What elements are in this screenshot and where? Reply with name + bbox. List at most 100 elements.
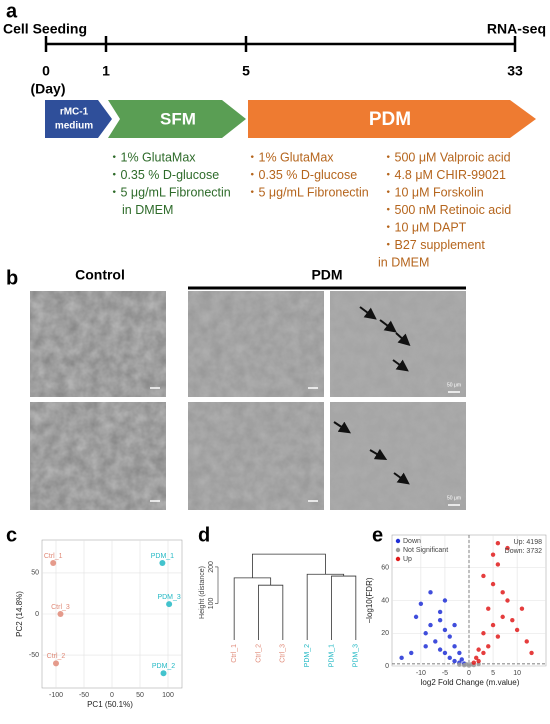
dendrogram-link xyxy=(258,584,284,640)
point xyxy=(57,611,64,617)
annotation: Up: 4198 xyxy=(514,539,543,546)
point xyxy=(500,590,505,595)
point xyxy=(457,662,462,667)
point xyxy=(447,634,452,639)
start-label: Cell Seeding xyxy=(3,21,87,37)
leaf-label: PDM_3 xyxy=(353,644,360,667)
legend-label: Not Significant xyxy=(403,547,448,554)
point xyxy=(490,622,496,628)
point xyxy=(409,650,414,656)
point xyxy=(418,601,424,606)
point-label: Ctrl_2 xyxy=(47,653,66,660)
point xyxy=(413,614,419,620)
point xyxy=(481,631,486,636)
y-tick-label: 50 xyxy=(31,570,39,577)
x-tick-label: 50 xyxy=(136,692,144,699)
point xyxy=(459,657,464,662)
timeline-ticks xyxy=(44,36,517,52)
condition-item: ・1% GlutaMax xyxy=(108,150,196,164)
x-tick-label: 100 xyxy=(162,692,174,699)
condition-item: in DMEM xyxy=(378,255,429,269)
condition-item: ・5 μg/mL Fibronectin xyxy=(108,185,231,199)
point xyxy=(442,650,448,656)
point xyxy=(442,598,448,603)
x-axis-title: PC1 (50.1%) xyxy=(87,700,133,709)
point xyxy=(505,598,510,603)
point xyxy=(53,660,59,667)
x-tick-label: -100 xyxy=(49,692,63,699)
day-unit: (Day) xyxy=(30,81,65,97)
point xyxy=(514,627,520,633)
stage-label: rMC-1 xyxy=(60,107,89,118)
point xyxy=(428,590,433,595)
scale-bar-label: 50 μm xyxy=(447,382,461,388)
panel-label: e xyxy=(372,524,383,546)
condition-item: ・0.35 % D-glucose xyxy=(246,168,357,182)
x-tick-label: -5 xyxy=(442,670,448,677)
leaf-label: Ctrl_3 xyxy=(280,644,287,663)
condition-item: ・B27 supplement xyxy=(382,238,485,252)
dendrogram-link xyxy=(331,575,357,640)
y-tick-label: 0 xyxy=(385,663,389,670)
point xyxy=(437,609,443,615)
panel-label: d xyxy=(198,524,210,546)
condition-item: ・5 μg/mL Fibronectin xyxy=(246,185,369,199)
day-label: 5 xyxy=(242,63,250,79)
panel-label: c xyxy=(6,524,17,546)
point xyxy=(471,660,477,665)
point xyxy=(433,639,438,644)
x-tick-label: 10 xyxy=(513,670,521,677)
stage-label: SFM xyxy=(160,109,196,128)
point xyxy=(524,639,529,644)
panel-label: b xyxy=(6,267,18,289)
point-label: PDM_2 xyxy=(152,663,175,670)
condition-item: ・500 nM Retinoic acid xyxy=(382,203,511,217)
point xyxy=(442,627,448,633)
day-label: 0 xyxy=(42,63,50,79)
y-tick-label: 20 xyxy=(381,630,389,637)
point xyxy=(166,601,173,608)
stage-label: PDM xyxy=(369,109,411,130)
y-axis-title: Height (distance) xyxy=(199,566,206,619)
legend-swatch xyxy=(395,556,401,562)
point xyxy=(505,545,510,551)
scale-bar-label: 50 μm xyxy=(447,495,461,501)
leaf-label: PDM_1 xyxy=(328,644,335,667)
y-tick-label: 0 xyxy=(35,611,39,618)
point xyxy=(476,658,481,664)
day-label: 1 xyxy=(102,63,110,79)
point xyxy=(428,622,433,628)
group-label: Control xyxy=(75,267,125,283)
y-tick-label: -50 xyxy=(29,652,39,659)
point-label: PDM_1 xyxy=(151,553,174,560)
point xyxy=(490,581,496,587)
x-tick-label: 0 xyxy=(467,670,471,677)
point xyxy=(529,650,534,656)
stage-arrow xyxy=(108,100,246,138)
micrographs xyxy=(30,291,466,510)
point xyxy=(452,622,457,628)
legend-swatch xyxy=(395,538,401,544)
stage-arrow xyxy=(45,100,112,138)
point xyxy=(457,650,462,656)
condition-item: ・1% GlutaMax xyxy=(246,150,334,164)
x-axis-title: log2 Fold Change (m.value) xyxy=(421,678,520,687)
stage-label: medium xyxy=(55,121,93,132)
x-tick-label: 5 xyxy=(491,670,495,677)
condition-item: ・0.35 % D-glucose xyxy=(108,168,219,182)
point-label: Ctrl_3 xyxy=(51,604,70,611)
point-label: PDM_3 xyxy=(157,594,180,601)
leaf-label: Ctrl_1 xyxy=(231,644,238,663)
leaf-label: PDM_2 xyxy=(304,644,311,667)
x-tick-label: -50 xyxy=(79,692,89,699)
condition-item: in DMEM xyxy=(122,203,173,217)
point xyxy=(159,560,166,567)
point xyxy=(437,617,443,623)
point xyxy=(495,540,501,546)
end-label: RNA-seq xyxy=(487,21,546,37)
point xyxy=(399,655,404,661)
y-tick-label: 200 xyxy=(208,561,215,573)
y-tick-label: 60 xyxy=(381,565,389,572)
point xyxy=(510,617,515,623)
